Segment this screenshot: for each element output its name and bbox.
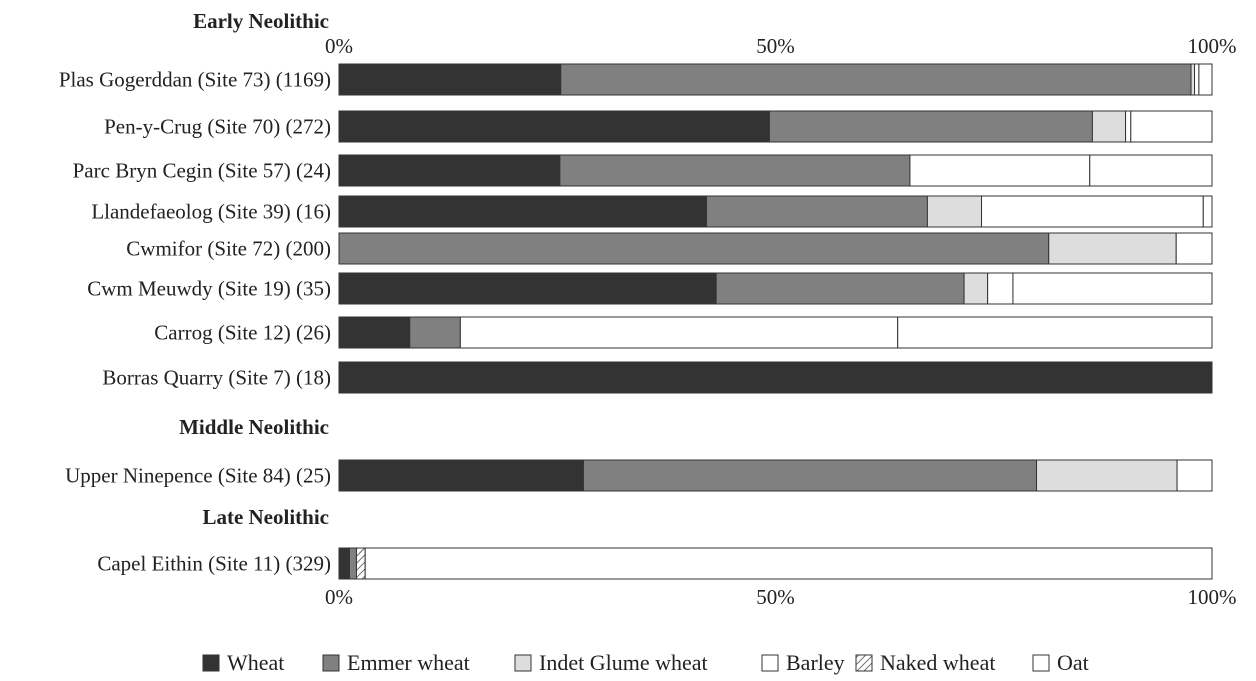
bar-segment-oat — [1175, 232, 1213, 265]
top-tick-label: 50% — [756, 34, 795, 58]
bar-segment-barley — [1125, 110, 1132, 143]
bar-segment-oat — [1202, 195, 1213, 228]
bar-segment-emmer-wheat — [768, 110, 1093, 143]
bar-segment-indet-glume-wheat — [1048, 232, 1177, 265]
bar-segment-indet-glume-wheat — [1036, 459, 1178, 492]
bar-segment-wheat — [338, 110, 770, 143]
legend-label: Indet Glume wheat — [539, 650, 708, 675]
legend-swatch — [761, 654, 779, 672]
bar-segment-barley — [909, 154, 1091, 187]
bar-segment-oat — [1012, 272, 1213, 305]
category-label: Pen-y-Crug (Site 70) (272) — [104, 115, 331, 139]
top-tick-label: 0% — [325, 34, 353, 58]
category-label: Upper Ninepence (Site 84) (25) — [65, 464, 331, 488]
legend-label: Barley — [786, 650, 845, 675]
bar-segment-wheat — [338, 272, 717, 305]
group-label: Middle Neolithic — [179, 415, 329, 439]
bar-segment-wheat — [338, 195, 708, 228]
bar-segment-barley — [1194, 63, 1200, 96]
category-label: Llandefaeolog (Site 39) (16) — [91, 200, 331, 224]
bar-segment-naked-wheat — [355, 547, 366, 580]
bar-segment-wheat — [338, 547, 350, 580]
group-label: Early Neolithic — [193, 9, 329, 33]
legend-swatch — [1032, 654, 1050, 672]
category-label: Carrog (Site 12) (26) — [154, 321, 331, 345]
legend-label: Oat — [1057, 650, 1089, 675]
bar-segment-wheat — [338, 63, 562, 96]
bars-layer — [338, 63, 1213, 580]
category-label: Capel Eithin (Site 11) (329) — [97, 552, 331, 576]
legend: Wheat Emmer wheat Indet Glume wheat Barley N… — [202, 650, 1089, 675]
bar-segment-barley — [987, 272, 1014, 305]
bar-segment-wheat — [338, 361, 1213, 394]
bar-segment-indet-glume-wheat — [926, 195, 983, 228]
bar-segment-barley — [981, 195, 1204, 228]
legend-label: Emmer wheat — [347, 650, 470, 675]
category-label: Plas Gogerddan (Site 73) (1169) — [59, 68, 331, 92]
bottom-tick-label: 50% — [756, 585, 795, 609]
legend-swatch — [514, 654, 532, 672]
legend-swatch — [855, 654, 873, 672]
bar-segment-emmer-wheat — [582, 459, 1038, 492]
bottom-tick-label: 100% — [1188, 585, 1237, 609]
category-label: Cwmifor (Site 72) (200) — [126, 237, 331, 261]
bar-segment-emmer-wheat — [409, 316, 461, 349]
labels-layer: 0% 0% 50% 50% 100% 100% Early Neolithic Middle … — [59, 9, 1237, 609]
category-label: Parc Bryn Cegin (Site 57) (24) — [73, 159, 331, 183]
top-tick-label: 100% — [1188, 34, 1237, 58]
bar-segment-emmer-wheat — [348, 547, 357, 580]
legend-swatch — [202, 654, 220, 672]
bar-segment-indet-glume-wheat — [963, 272, 989, 305]
group-label: Late Neolithic — [202, 505, 329, 529]
bar-segment-wheat — [338, 316, 411, 349]
legend-label: Naked wheat — [880, 650, 995, 675]
bar-segment-oat — [1130, 110, 1213, 143]
bottom-tick-label: 0% — [325, 585, 353, 609]
bar-segment-emmer-wheat — [706, 195, 928, 228]
bar-segment-oat — [1089, 154, 1213, 187]
bar-segment-oat — [1198, 63, 1213, 96]
legend-swatch — [322, 654, 340, 672]
bar-segment-oat — [1176, 459, 1213, 492]
category-label: Borras Quarry (Site 7) (18) — [102, 366, 331, 390]
bar-segment-indet-glume-wheat — [1091, 110, 1127, 143]
bar-segment-wheat — [338, 154, 561, 187]
legend-label: Wheat — [227, 650, 284, 675]
bar-segment-oat — [364, 547, 1213, 580]
bar-segment-wheat — [338, 459, 584, 492]
bar-segment-barley — [459, 316, 899, 349]
category-label: Cwm Meuwdy (Site 19) (35) — [87, 277, 331, 301]
bar-segment-indet-glume-wheat — [1190, 63, 1196, 96]
bar-segment-emmer-wheat — [559, 154, 911, 187]
bar-segment-oat — [897, 316, 1213, 349]
bar-segment-emmer-wheat — [715, 272, 965, 305]
bar-segment-emmer-wheat — [338, 232, 1050, 265]
bar-segment-emmer-wheat — [560, 63, 1192, 96]
